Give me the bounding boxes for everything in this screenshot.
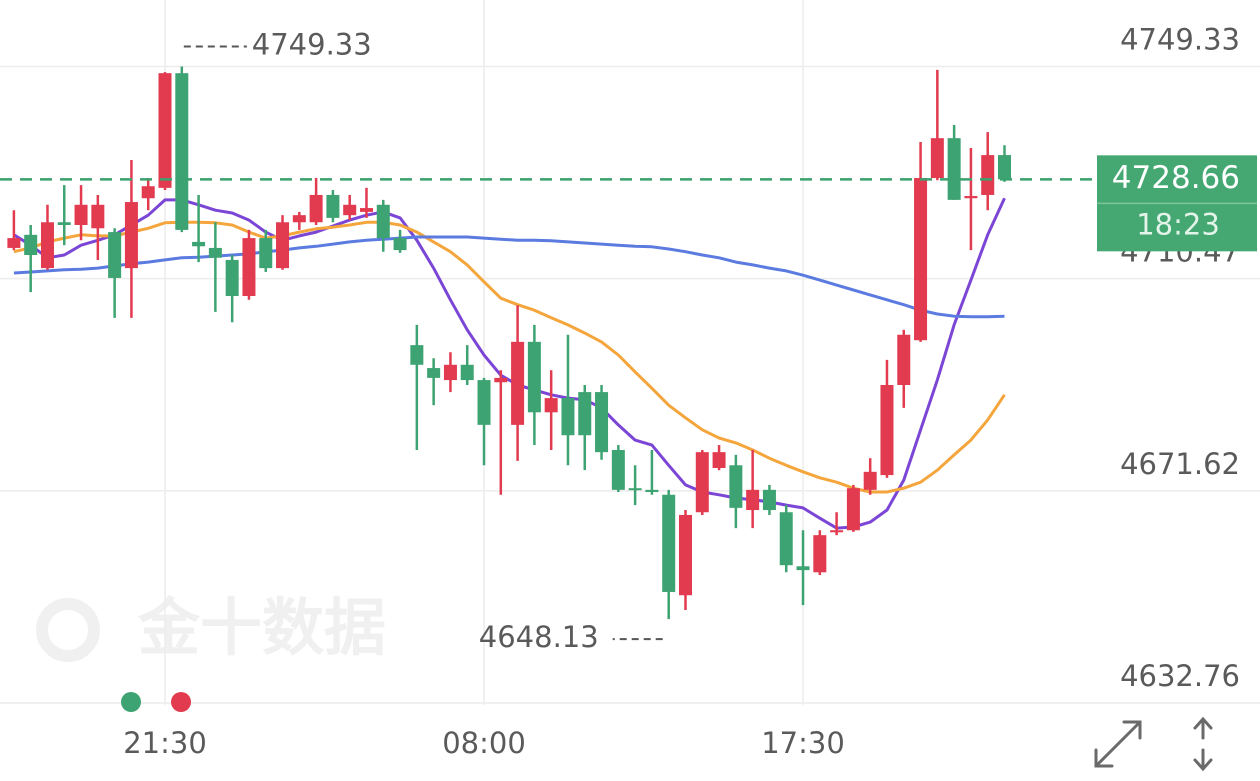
candle-body	[393, 238, 407, 251]
min-label: 4648.13	[479, 620, 599, 654]
candle-body	[326, 194, 340, 218]
candle-body	[494, 377, 508, 383]
candle-body	[259, 238, 273, 269]
y-tick-label: 4671.62	[1120, 447, 1240, 481]
candle-body	[729, 465, 743, 508]
vertical-scale-icon[interactable]	[1193, 716, 1213, 772]
candle-body	[511, 341, 525, 425]
candle-body	[225, 259, 239, 296]
candle-body	[343, 204, 357, 216]
candle-body	[779, 512, 793, 566]
candle-body	[578, 392, 592, 436]
last-price-label: 4728.66	[1112, 160, 1240, 196]
candle-body	[662, 494, 676, 592]
max-label: 4749.33	[252, 27, 372, 61]
candle-body	[7, 238, 21, 248]
candle-body	[141, 186, 155, 199]
watermark-text: 金十数据	[137, 591, 386, 664]
candle-body	[427, 368, 441, 378]
candle-body	[410, 345, 424, 365]
candle-body	[830, 530, 844, 533]
candle-body	[292, 215, 306, 223]
candle-body	[998, 155, 1012, 180]
x-tick-label: 21:30	[123, 726, 207, 760]
legend-dot[interactable]	[121, 692, 141, 712]
candle-body	[930, 138, 944, 179]
ma-line	[13, 197, 1006, 530]
moving-averages	[13, 197, 1006, 530]
candle-body	[376, 204, 390, 239]
candle-body	[309, 194, 323, 223]
candle-body	[645, 489, 659, 493]
candle-body	[813, 535, 827, 573]
candle-body	[91, 204, 105, 229]
watermark: 金十数据	[36, 591, 386, 664]
candle-body	[964, 196, 978, 199]
candle-body	[158, 73, 172, 188]
candle-body	[192, 241, 206, 247]
candle-body	[57, 222, 71, 225]
candle-body	[863, 471, 877, 490]
candle-body	[208, 247, 222, 258]
candle-body	[544, 398, 558, 413]
candle-body	[981, 155, 995, 195]
y-tick-label: 4632.76	[1120, 659, 1240, 693]
candle-body	[595, 392, 609, 453]
candle-body	[359, 208, 373, 212]
ma-line	[13, 220, 1006, 494]
candle-body	[108, 232, 122, 278]
candle-body	[611, 449, 625, 490]
candle-body	[242, 238, 256, 296]
candle-body	[746, 489, 760, 511]
candle-body	[460, 364, 474, 381]
candle-body	[40, 222, 54, 269]
expand-icon[interactable]	[1094, 720, 1142, 768]
ma-line	[13, 235, 1005, 319]
candle-body	[678, 514, 692, 596]
candle-body	[712, 452, 726, 468]
x-tick-label: 17:30	[761, 726, 845, 760]
candle-body	[796, 566, 810, 571]
candle-body	[443, 364, 457, 381]
candle-body	[561, 398, 575, 436]
candle-body	[175, 73, 189, 230]
candle-body	[477, 380, 491, 425]
countdown-label: 18:23	[1136, 207, 1220, 241]
candles	[7, 66, 1012, 620]
candle-body	[947, 138, 961, 200]
y-tick-label: 4749.33	[1120, 22, 1240, 56]
candle-body	[897, 334, 911, 385]
candle-body	[276, 222, 290, 269]
candle-body	[24, 234, 38, 256]
candle-body	[527, 341, 541, 413]
candle-body	[124, 202, 138, 269]
candle-body	[846, 488, 860, 531]
candle-body	[880, 384, 894, 476]
x-tick-label: 08:00	[442, 726, 526, 760]
candle-body	[695, 452, 709, 513]
candle-body	[914, 178, 928, 341]
legend-dot[interactable]	[171, 692, 191, 712]
candle-body	[74, 204, 88, 225]
candle-body	[762, 489, 776, 511]
candle-body	[628, 488, 642, 491]
watermark-logo	[36, 598, 100, 662]
